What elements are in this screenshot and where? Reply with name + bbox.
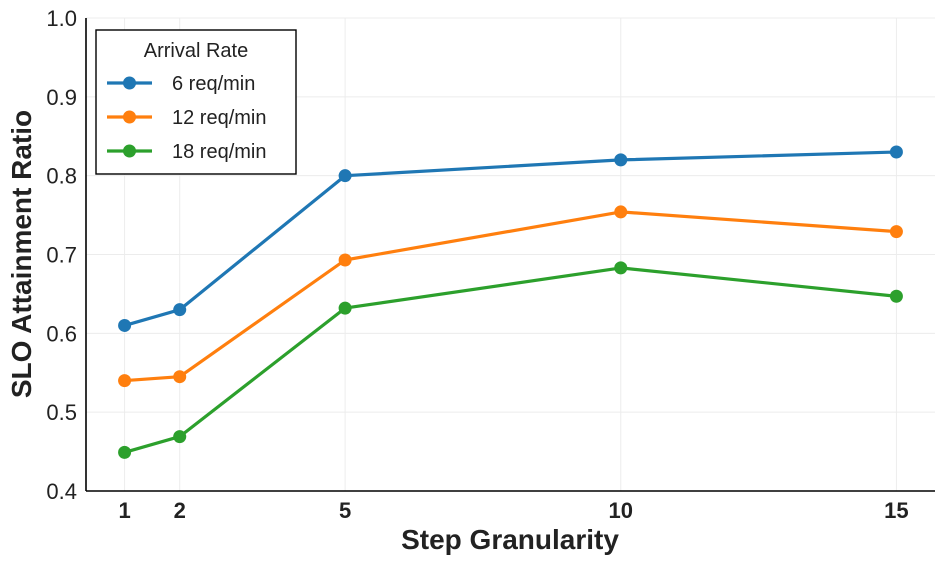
legend-label: 12 req/min <box>172 107 267 129</box>
y-axis-label: SLO Attainment Ratio <box>6 110 37 398</box>
series-group <box>118 145 903 459</box>
y-tick-label: 0.4 <box>46 479 77 504</box>
x-tick-label: 5 <box>339 498 351 523</box>
legend-swatch-marker <box>123 144 136 158</box>
y-tick-label: 0.8 <box>46 164 77 189</box>
data-point <box>614 205 628 219</box>
data-point <box>614 153 628 167</box>
series-2 <box>118 205 903 388</box>
legend: Arrival Rate 6 req/min 12 req/min 18 req/m… <box>95 29 297 175</box>
legend-swatch-marker <box>123 76 136 90</box>
series-line <box>124 210 897 383</box>
data-point <box>118 318 132 332</box>
legend-items: 6 req/min 12 req/min 18 req/min <box>107 73 267 163</box>
x-tick-label: 2 <box>174 498 186 523</box>
y-tick-label: 0.9 <box>46 85 77 110</box>
data-point <box>889 145 903 159</box>
x-axis-label: Step Granularity <box>401 524 619 555</box>
legend-swatch-marker <box>123 110 136 124</box>
legend-item: 18 req/min <box>107 141 267 163</box>
data-point <box>338 253 352 267</box>
legend-label: 6 req/min <box>172 73 255 95</box>
y-tick-labels: 0.4 0.5 0.6 0.7 0.8 0.9 1.0 <box>46 6 77 504</box>
legend-title: Arrival Rate <box>144 40 248 62</box>
data-point <box>173 370 187 384</box>
y-tick-label: 0.7 <box>46 243 77 268</box>
data-point <box>889 225 903 239</box>
x-tick-label: 10 <box>609 498 633 523</box>
y-tick-label: 0.6 <box>46 321 77 346</box>
series-line <box>124 266 897 454</box>
series-1 <box>118 145 903 332</box>
data-point <box>173 430 187 444</box>
legend-item: 12 req/min <box>107 107 267 129</box>
legend-item: 6 req/min <box>107 73 255 95</box>
y-tick-label: 1.0 <box>46 6 77 31</box>
data-point <box>173 303 187 317</box>
data-point <box>338 301 352 315</box>
y-tick-label: 0.5 <box>46 400 77 425</box>
data-point <box>118 445 132 459</box>
x-tick-label: 1 <box>118 498 130 523</box>
data-point <box>889 289 903 303</box>
x-tick-label: 15 <box>884 498 908 523</box>
legend-label: 18 req/min <box>172 141 267 163</box>
x-tick-labels: 1 2 5 10 15 <box>118 498 908 523</box>
series-line <box>124 150 897 328</box>
data-point <box>614 261 628 275</box>
axes <box>85 18 935 492</box>
data-point <box>118 374 132 388</box>
series-3 <box>118 261 903 459</box>
data-point <box>338 169 352 183</box>
